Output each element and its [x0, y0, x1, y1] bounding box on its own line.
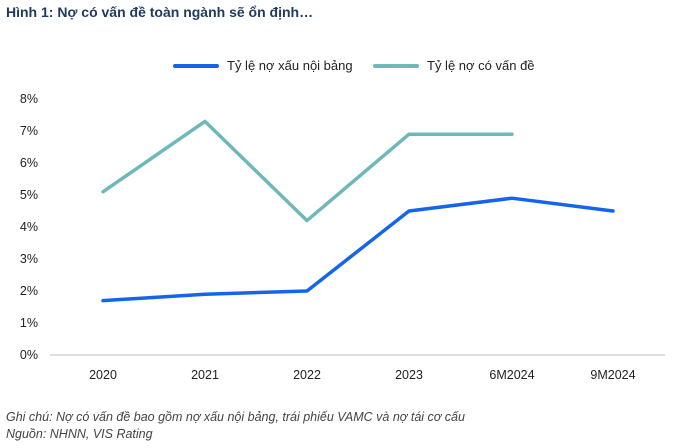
x-tick-label: 2020	[89, 368, 117, 382]
legend-swatch-problem-debt	[373, 63, 419, 68]
x-tick-label: 2021	[191, 368, 219, 382]
x-tick-label: 2022	[293, 368, 321, 382]
y-tick-label: 6%	[20, 156, 38, 170]
y-tick-label: 2%	[20, 284, 38, 298]
legend-item-problem-debt: Tỷ lệ nợ có vấn đề	[373, 58, 535, 73]
x-tick-label: 9M2024	[590, 368, 635, 382]
line-chart: 0% 1% 2% 3% 4% 5% 6% 7% 8% 2020 2021 2022 2023 6M2024…	[20, 92, 665, 382]
chart-legend: Tỷ lệ nợ xấu nội bảng Tỷ lệ nợ có vấn đề	[0, 58, 678, 78]
series-line-problem-debt	[101, 119, 514, 223]
chart-title: Hình 1: Nợ có vấn đề toàn ngành sẽ ổn đị…	[6, 4, 314, 20]
y-tick-label: 4%	[20, 220, 38, 234]
legend-label-npl: Tỷ lệ nợ xấu nội bảng	[227, 58, 353, 73]
y-tick-label: 7%	[20, 124, 38, 138]
legend-item-npl: Tỷ lệ nợ xấu nội bảng	[173, 58, 353, 73]
chart-note: Ghi chú: Nợ có vấn đề bao gồm nợ xấu nội…	[6, 410, 465, 424]
x-tick-label: 2023	[395, 368, 423, 382]
series-line-npl	[101, 196, 615, 303]
y-tick-label: 1%	[20, 316, 38, 330]
legend-label-problem-debt: Tỷ lệ nợ có vấn đề	[427, 58, 535, 73]
legend-swatch-npl	[173, 63, 219, 68]
x-tick-label: 6M2024	[489, 368, 534, 382]
y-tick-label: 0%	[20, 348, 38, 362]
chart-source: Nguồn: NHNN, VIS Rating	[6, 427, 153, 441]
y-tick-label: 3%	[20, 252, 38, 266]
y-tick-label: 5%	[20, 188, 38, 202]
y-tick-label: 8%	[20, 92, 38, 106]
